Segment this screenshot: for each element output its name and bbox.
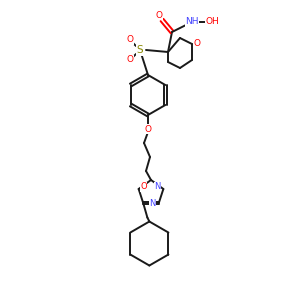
Text: O: O: [145, 124, 152, 134]
Text: N: N: [154, 182, 161, 191]
Text: O: O: [127, 35, 134, 44]
Text: O: O: [155, 11, 163, 20]
Text: N: N: [149, 199, 156, 208]
Text: NH: NH: [185, 17, 199, 26]
Text: O: O: [194, 40, 200, 49]
Text: S: S: [137, 45, 143, 55]
Text: O: O: [127, 56, 134, 64]
Text: O: O: [140, 182, 147, 191]
Text: OH: OH: [205, 17, 219, 26]
